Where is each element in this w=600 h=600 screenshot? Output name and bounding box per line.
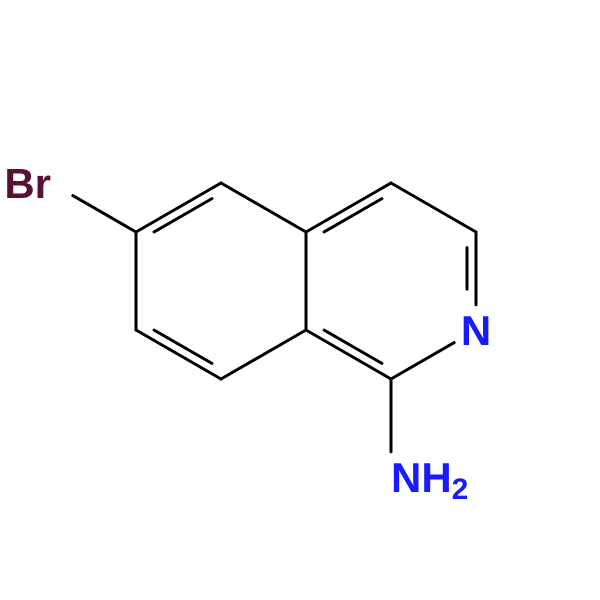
n-atom-label: N	[461, 307, 491, 354]
molecule-diagram: N Br NH2	[0, 0, 600, 600]
n-atom-label: NH2	[391, 454, 468, 506]
br-atom-label: Br	[4, 160, 51, 207]
